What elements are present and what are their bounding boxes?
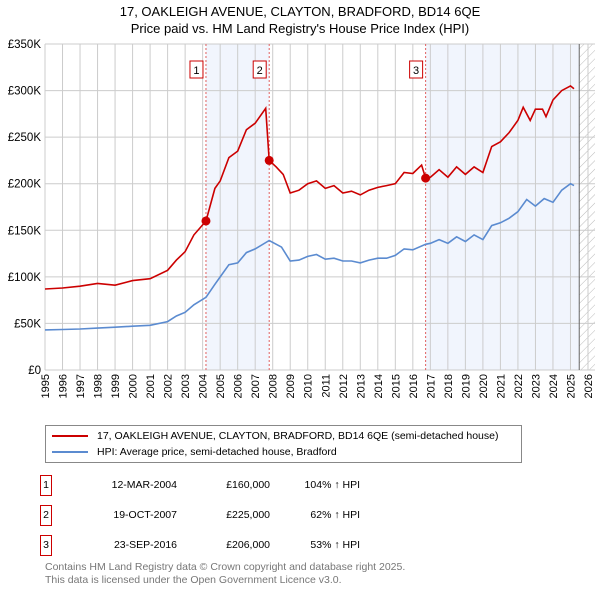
sale-date: 19-OCT-2007 [113, 509, 177, 521]
footer-copyright: Contains HM Land Registry data © Crown c… [45, 561, 406, 573]
x-tick-label: 2011 [320, 374, 332, 398]
sale-marker-box [189, 60, 204, 79]
sale-marker-box [252, 60, 267, 79]
legend-item-hpi: HPI: Average price, semi-detached house,… [52, 445, 337, 459]
x-tick-label: 2023 [530, 374, 542, 398]
x-tick-label: 1998 [93, 374, 105, 398]
y-tick-label: £150K [8, 225, 42, 237]
y-tick-label: £100K [8, 272, 42, 284]
chart-subtitle: Price paid vs. HM Land Registry's House … [130, 21, 470, 36]
sale-marker: 2 [40, 505, 52, 526]
shaded-period [425, 44, 580, 370]
x-tick-label: 1997 [75, 374, 87, 398]
sale-row: 3 23-SEP-2016 £206,000 53% ↑ HPI [40, 535, 600, 557]
x-tick-label: 2014 [373, 374, 385, 398]
sale-marker: 1 [40, 475, 52, 496]
x-tick-label: 1999 [110, 374, 122, 398]
x-tick-label: 2017 [425, 374, 437, 398]
x-tick-label: 2018 [443, 374, 455, 398]
x-tick-label: 2016 [408, 374, 420, 398]
legend-label: 17, OAKLEIGH AVENUE, CLAYTON, BRADFORD, … [97, 430, 499, 442]
sale-point [421, 173, 431, 183]
sale-price: £160,000 [226, 479, 270, 491]
hpi-line [44, 182, 575, 331]
y-tick-label: £250K [8, 132, 42, 144]
x-tick-label: 2000 [128, 374, 140, 398]
x-tick-label: 2026 [583, 374, 595, 398]
x-tick-label: 2015 [390, 374, 402, 398]
footer: Contains HM Land Registry data © Crown c… [45, 561, 405, 586]
price-paid-line [44, 84, 575, 290]
sale-hpi-change: 62% ↑ HPI [310, 509, 360, 521]
x-tick-label: 2013 [355, 374, 367, 398]
sale-marker-label: 1 [193, 65, 199, 77]
sale-price: £225,000 [226, 509, 270, 521]
x-tick-label: 2012 [338, 374, 350, 398]
sale-marker-box [409, 60, 424, 79]
sale-hpi-change: 53% ↑ HPI [310, 539, 360, 551]
x-tick-label: 2021 [495, 374, 507, 398]
x-tick-label: 2024 [548, 374, 560, 398]
sale-date: 23-SEP-2016 [113, 539, 177, 551]
forecast-hatch [579, 44, 595, 370]
sale-marker-label: 3 [413, 65, 419, 77]
x-tick-label: 1995 [40, 374, 52, 398]
x-tick-label: 2006 [233, 374, 245, 398]
x-tick-label: 2025 [565, 374, 577, 398]
sale-date: 12-MAR-2004 [111, 479, 177, 491]
x-tick-label: 2003 [180, 374, 192, 398]
x-tick-label: 2019 [460, 374, 472, 398]
x-tick-label: 2010 [303, 374, 315, 398]
chart-plot: £0 £50K £100K £150K £200K £250K £300K £350K 1995… [8, 39, 595, 398]
legend-swatch-red [52, 435, 88, 437]
sale-marker: 3 [40, 535, 52, 556]
footer-licence: This data is licensed under the Open Gov… [45, 573, 342, 586]
legend-label: HPI: Average price, semi-detached house,… [97, 446, 337, 458]
y-tick-label: £200K [8, 179, 42, 191]
sale-row: 2 19-OCT-2007 £225,000 62% ↑ HPI [40, 505, 600, 527]
x-tick-label: 2007 [250, 374, 262, 398]
y-tick-label: £0 [28, 365, 41, 377]
sale-hpi-change: 104% ↑ HPI [304, 479, 360, 491]
x-tick-label: 1996 [58, 374, 70, 398]
y-tick-label: £300K [8, 86, 42, 98]
sale-point [201, 216, 211, 226]
x-tick-label: 2022 [513, 374, 525, 398]
sale-row: 1 12-MAR-2004 £160,000 104% ↑ HPI [40, 475, 600, 497]
y-tick-label: £50K [14, 318, 41, 330]
y-tick-label: £350K [8, 39, 42, 51]
chart-title: 17, OAKLEIGH AVENUE, CLAYTON, BRADFORD, … [119, 4, 481, 19]
legend-swatch-blue [52, 451, 88, 453]
x-tick-label: 2004 [198, 374, 210, 398]
x-tick-label: 2001 [145, 374, 157, 398]
sale-point [264, 155, 274, 165]
x-tick-label: 2020 [478, 374, 490, 398]
legend: 17, OAKLEIGH AVENUE, CLAYTON, BRADFORD, … [45, 425, 522, 463]
x-tick-label: 2002 [163, 374, 175, 398]
legend-item-property: 17, OAKLEIGH AVENUE, CLAYTON, BRADFORD, … [52, 429, 498, 443]
x-tick-label: 2005 [215, 374, 227, 398]
sale-price: £206,000 [226, 539, 270, 551]
sale-marker-label: 2 [257, 65, 263, 77]
x-tick-label: 2008 [268, 374, 280, 398]
x-tick-label: 2009 [285, 374, 297, 398]
